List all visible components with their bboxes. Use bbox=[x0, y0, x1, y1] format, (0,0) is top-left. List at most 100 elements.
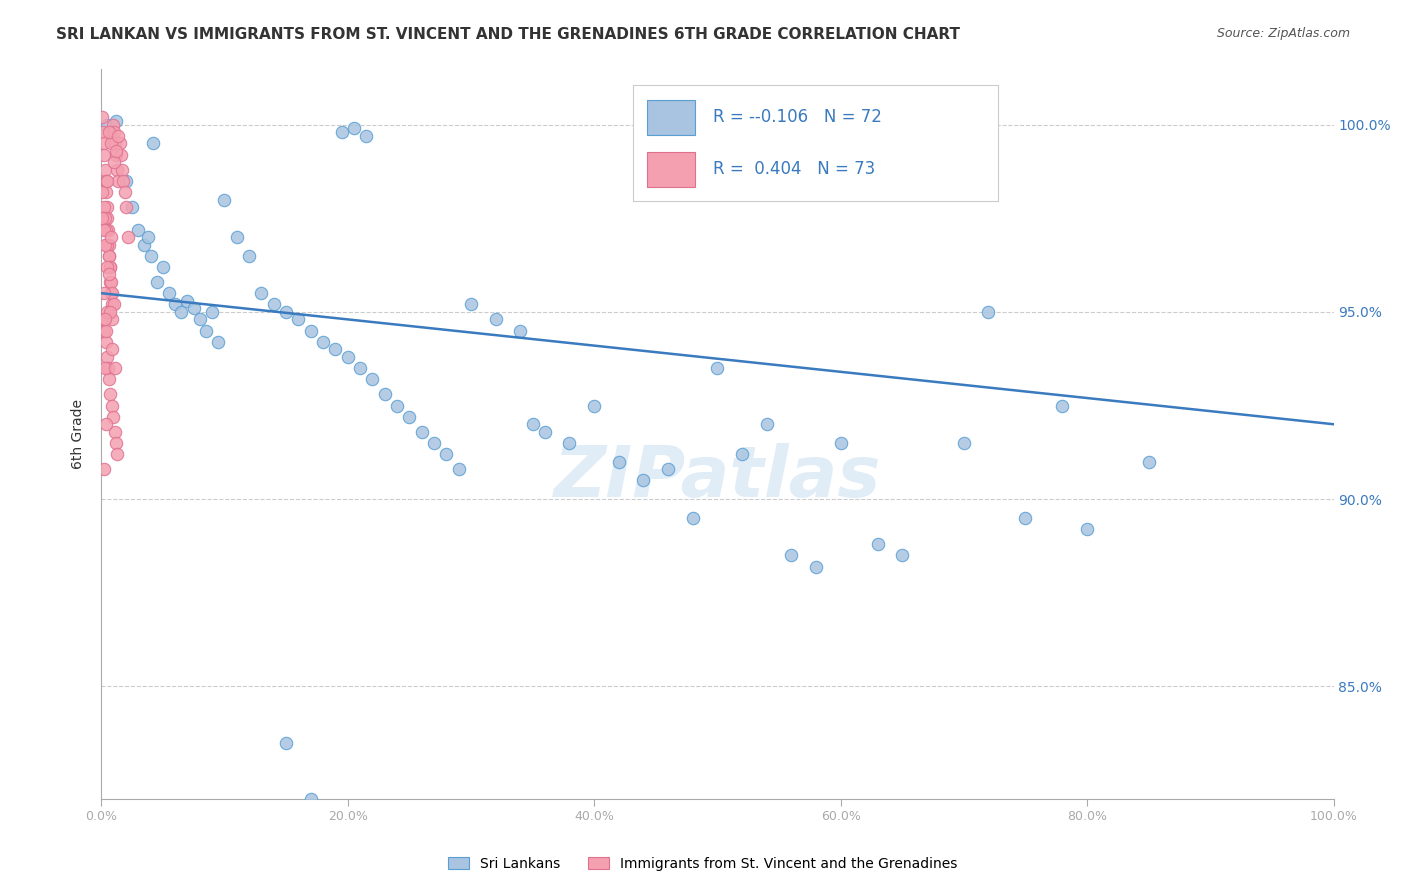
Point bbox=[91, 185, 114, 199]
Point bbox=[96, 305, 118, 319]
Point bbox=[103, 155, 125, 169]
Point bbox=[830, 436, 852, 450]
FancyBboxPatch shape bbox=[647, 152, 695, 186]
Text: ZIPatlas: ZIPatlas bbox=[554, 443, 882, 512]
Point bbox=[145, 275, 167, 289]
Point bbox=[891, 549, 914, 563]
Point bbox=[336, 350, 359, 364]
Point bbox=[263, 297, 285, 311]
Point bbox=[299, 324, 322, 338]
Point bbox=[93, 286, 115, 301]
Point bbox=[94, 417, 117, 432]
Point bbox=[287, 312, 309, 326]
Point bbox=[534, 425, 557, 439]
Point bbox=[325, 343, 347, 357]
Point bbox=[385, 399, 408, 413]
FancyBboxPatch shape bbox=[647, 100, 695, 135]
Legend: Sri Lankans, Immigrants from St. Vincent and the Grenadines: Sri Lankans, Immigrants from St. Vincent… bbox=[443, 851, 963, 876]
Point bbox=[354, 128, 377, 143]
Point bbox=[98, 260, 121, 274]
Point bbox=[1076, 522, 1098, 536]
Point bbox=[100, 136, 122, 151]
Point bbox=[115, 200, 138, 214]
Point bbox=[152, 260, 174, 274]
Point bbox=[1052, 399, 1074, 413]
Point bbox=[98, 249, 121, 263]
Point bbox=[107, 174, 129, 188]
Point bbox=[111, 162, 134, 177]
Point bbox=[411, 425, 433, 439]
Text: R = --0.106   N = 72: R = --0.106 N = 72 bbox=[713, 108, 882, 126]
Point bbox=[731, 447, 754, 461]
Point bbox=[94, 312, 117, 326]
Point bbox=[103, 297, 125, 311]
Point bbox=[101, 312, 124, 326]
Point bbox=[105, 144, 128, 158]
Point bbox=[274, 305, 297, 319]
Point bbox=[134, 237, 156, 252]
Point bbox=[93, 147, 115, 161]
Point bbox=[98, 260, 121, 274]
Point bbox=[104, 361, 127, 376]
Point bbox=[201, 305, 224, 319]
Point bbox=[157, 286, 180, 301]
Point bbox=[94, 222, 117, 236]
Point bbox=[101, 118, 124, 132]
Point bbox=[657, 462, 679, 476]
Point bbox=[105, 147, 128, 161]
Point bbox=[866, 537, 889, 551]
Point bbox=[101, 343, 124, 357]
Point bbox=[977, 305, 1000, 319]
Point bbox=[101, 409, 124, 424]
Point bbox=[121, 200, 143, 214]
Point bbox=[94, 334, 117, 349]
Point bbox=[94, 324, 117, 338]
Point bbox=[214, 193, 236, 207]
Point bbox=[558, 436, 581, 450]
Point bbox=[100, 387, 122, 401]
Point bbox=[447, 462, 470, 476]
Point bbox=[97, 249, 120, 263]
Point bbox=[105, 114, 128, 128]
Point bbox=[93, 324, 115, 338]
Point bbox=[225, 230, 247, 244]
Text: R =  0.404   N = 73: R = 0.404 N = 73 bbox=[713, 161, 876, 178]
Point bbox=[484, 312, 506, 326]
Point bbox=[238, 249, 260, 263]
Point bbox=[1137, 455, 1160, 469]
Point bbox=[97, 361, 120, 376]
Point bbox=[94, 237, 117, 252]
Point bbox=[103, 125, 125, 139]
Point bbox=[96, 200, 118, 214]
Text: SRI LANKAN VS IMMIGRANTS FROM ST. VINCENT AND THE GRENADINES 6TH GRADE CORRELATI: SRI LANKAN VS IMMIGRANTS FROM ST. VINCEN… bbox=[56, 27, 960, 42]
Point bbox=[343, 121, 366, 136]
Point bbox=[583, 399, 606, 413]
Point bbox=[398, 409, 420, 424]
Point bbox=[194, 324, 217, 338]
Point bbox=[112, 174, 135, 188]
Point bbox=[1014, 511, 1036, 525]
Point bbox=[207, 334, 229, 349]
Point bbox=[91, 211, 114, 226]
Point bbox=[93, 222, 115, 236]
Point bbox=[97, 237, 120, 252]
Point bbox=[522, 417, 544, 432]
Point bbox=[953, 436, 976, 450]
Point bbox=[100, 275, 122, 289]
Point bbox=[188, 312, 211, 326]
Point bbox=[101, 286, 124, 301]
Point bbox=[93, 200, 115, 214]
Point bbox=[96, 237, 118, 252]
Point bbox=[96, 211, 118, 226]
Point bbox=[374, 387, 396, 401]
Point bbox=[117, 230, 139, 244]
Point bbox=[93, 462, 115, 476]
Point bbox=[250, 286, 273, 301]
Point bbox=[104, 136, 127, 151]
Point bbox=[127, 222, 149, 236]
Point bbox=[94, 185, 117, 199]
Text: Source: ZipAtlas.com: Source: ZipAtlas.com bbox=[1216, 27, 1350, 40]
Point bbox=[94, 211, 117, 226]
Point bbox=[97, 268, 120, 282]
Point bbox=[633, 474, 655, 488]
